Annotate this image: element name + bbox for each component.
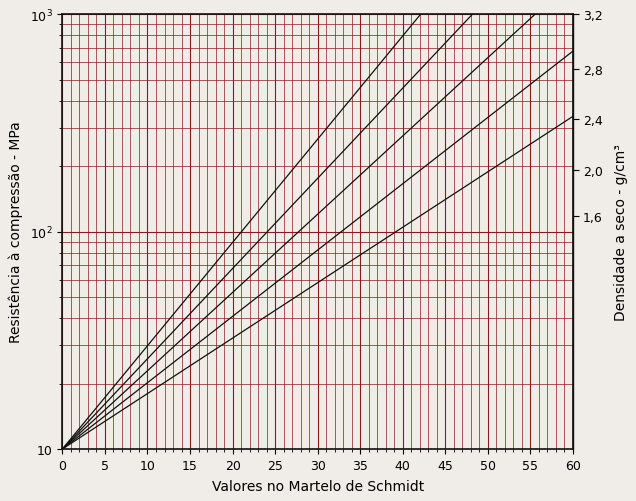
Y-axis label: Densidade a seco - g/cm³: Densidade a seco - g/cm³ bbox=[614, 144, 628, 320]
X-axis label: Valores no Martelo de Schmidt: Valores no Martelo de Schmidt bbox=[212, 479, 424, 492]
Y-axis label: Resistência à compressão - MPa: Resistência à compressão - MPa bbox=[8, 121, 23, 343]
